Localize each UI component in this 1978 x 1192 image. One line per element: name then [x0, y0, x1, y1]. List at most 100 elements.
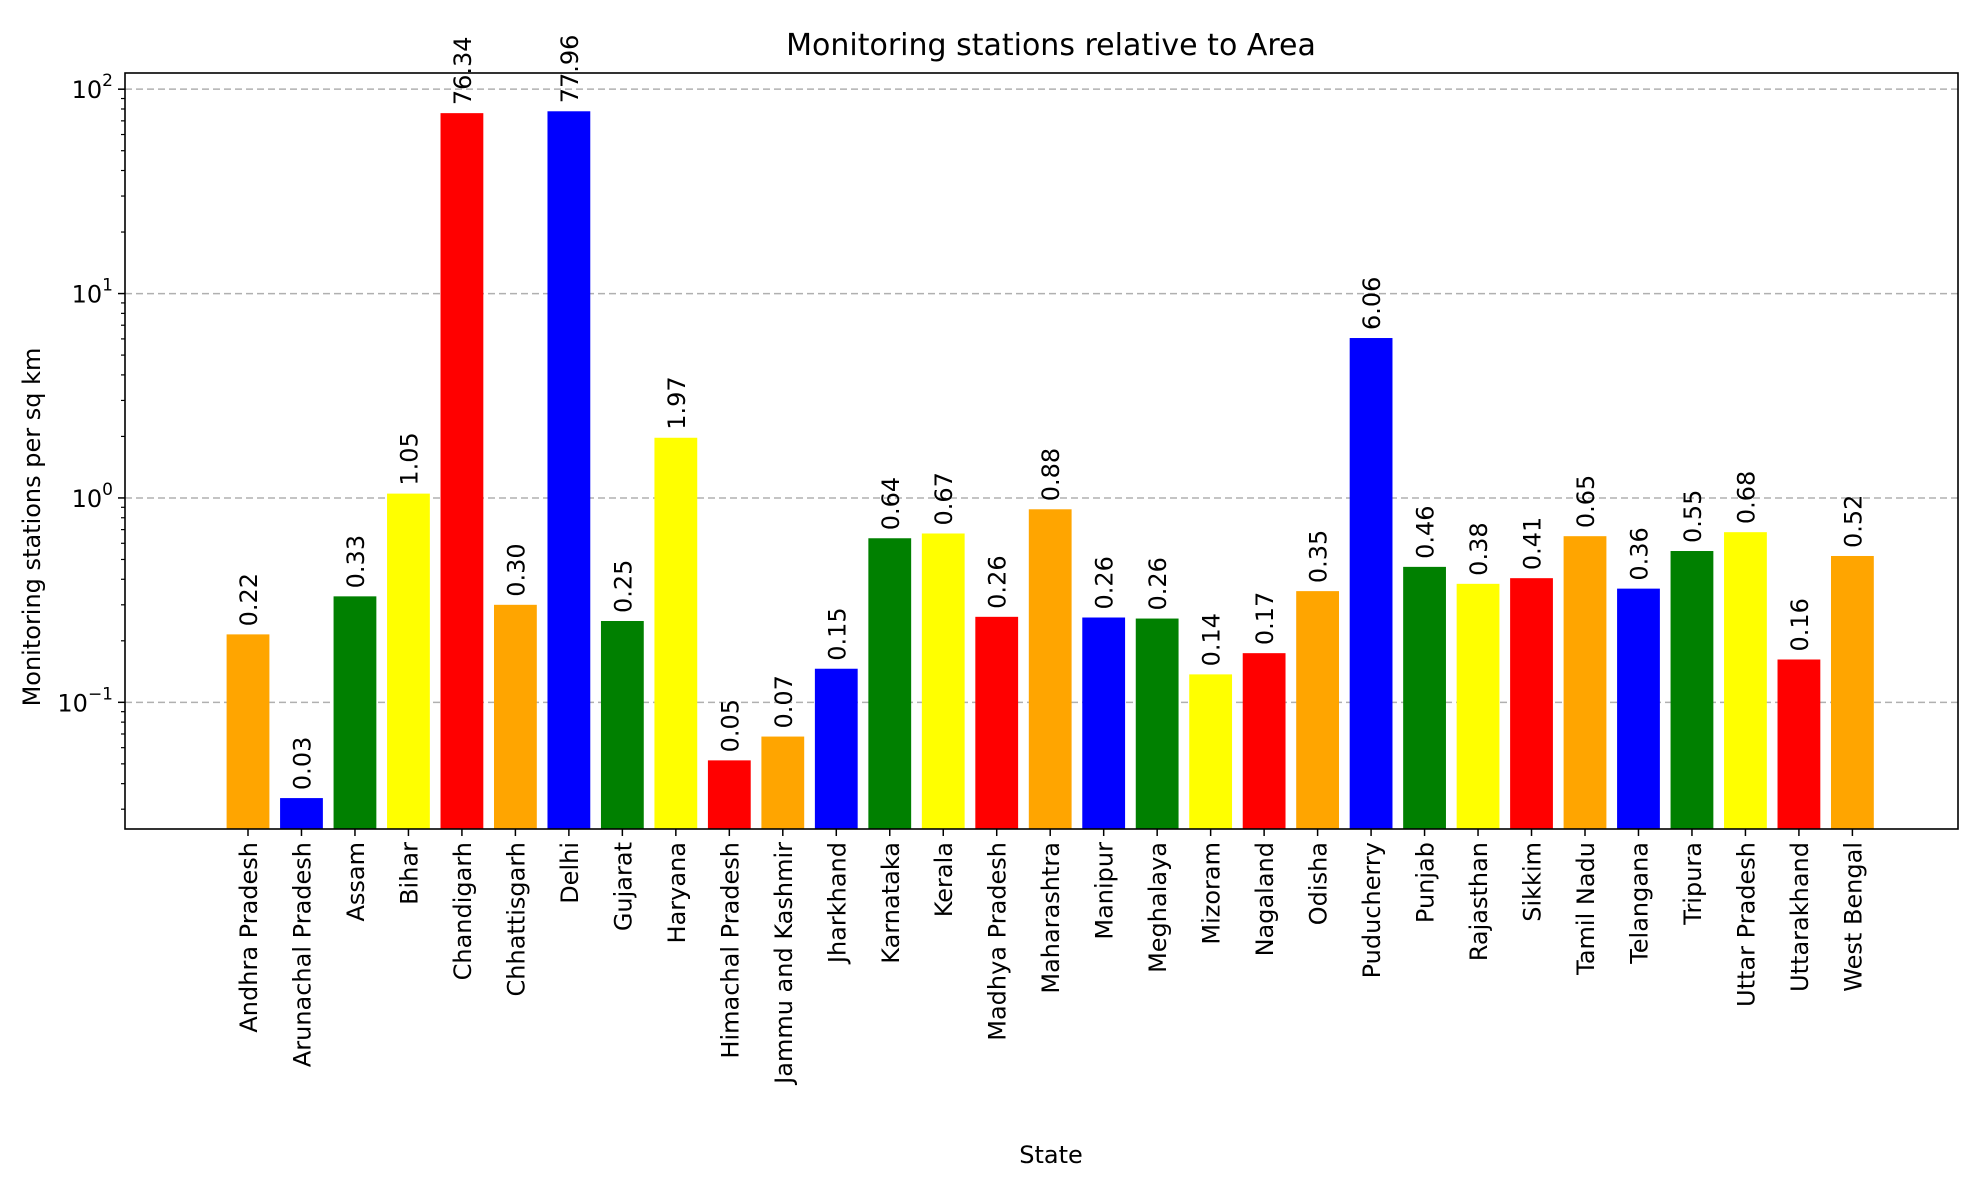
y-tick-label: 101	[72, 276, 113, 309]
bar	[1349, 338, 1393, 829]
x-tick-label: Andhra Pradesh	[235, 842, 263, 1033]
x-tick-label: Puducherry	[1358, 842, 1386, 978]
x-tick-label: Mizoram	[1198, 842, 1226, 945]
data-label: 0.14	[1198, 613, 1226, 666]
bar	[1296, 591, 1339, 829]
data-label: 0.30	[502, 543, 530, 596]
bar	[761, 736, 805, 829]
bar	[654, 437, 698, 829]
x-tick-label: Bihar	[395, 842, 423, 905]
data-label: 1.97	[663, 376, 691, 429]
bar	[1617, 588, 1660, 829]
chart-title: Monitoring stations relative to Area	[786, 28, 1316, 63]
x-tick-label: West Bengal	[1839, 842, 1867, 992]
data-label: 77.96	[556, 35, 584, 104]
bar	[1028, 509, 1072, 829]
data-label: 0.36	[1625, 527, 1653, 580]
data-label: 0.38	[1465, 522, 1493, 575]
bar	[1189, 674, 1233, 829]
bar	[547, 111, 591, 829]
bar	[1724, 532, 1767, 829]
data-label: 0.55	[1679, 490, 1707, 543]
bar	[1082, 617, 1126, 829]
data-label: 0.52	[1839, 495, 1867, 548]
data-label: 0.25	[609, 560, 637, 613]
x-tick-label: Maharashtra	[1037, 842, 1065, 994]
bar	[1456, 583, 1500, 829]
x-tick-label: Chandigarh	[449, 842, 477, 980]
x-tick-label: Uttarakhand	[1786, 842, 1814, 992]
y-tick-exponent: 2	[102, 71, 113, 91]
data-label: 0.65	[1572, 475, 1600, 528]
x-tick-label: Arunachal Pradesh	[288, 842, 316, 1067]
bar	[1510, 578, 1553, 829]
data-label: 0.07	[770, 675, 798, 728]
data-label: 76.34	[449, 36, 477, 105]
data-label: 0.88	[1037, 448, 1065, 501]
data-label: 0.03	[288, 737, 316, 790]
x-tick-label: Jharkhand	[823, 842, 851, 965]
x-tick-label: Sikkim	[1519, 842, 1547, 922]
bar	[707, 760, 751, 829]
x-tick-label: Rajasthan	[1465, 842, 1493, 961]
plot-area-frame	[124, 72, 1959, 830]
x-tick-label: Kerala	[930, 842, 958, 917]
x-tick-label: Madhya Pradesh	[984, 842, 1012, 1041]
x-tick-label: Odisha	[1305, 842, 1333, 925]
y-tick-base: 10	[57, 689, 88, 717]
bar	[1242, 653, 1286, 829]
x-tick-label: Manipur	[1091, 842, 1119, 940]
bar	[226, 634, 270, 829]
y-tick-label: 100	[72, 480, 113, 513]
x-tick-label: Karnataka	[877, 842, 905, 964]
data-label: 0.22	[235, 573, 263, 626]
data-label: 0.67	[930, 472, 958, 525]
y-tick-label: 102	[72, 71, 113, 104]
bar	[440, 113, 484, 829]
x-axis-label: State	[1019, 1141, 1083, 1169]
data-label: 6.06	[1358, 277, 1386, 330]
data-label: 0.26	[1144, 557, 1172, 610]
data-label: 0.17	[1251, 592, 1279, 645]
bar	[1670, 551, 1714, 829]
bar	[868, 538, 912, 829]
x-tick-label: Tamil Nadu	[1572, 842, 1600, 976]
data-label: 0.16	[1786, 598, 1814, 651]
y-tick-exponent: 1	[102, 276, 113, 296]
bar	[280, 798, 323, 829]
bar	[814, 668, 858, 829]
x-tick-label: Nagaland	[1251, 842, 1279, 956]
bar	[975, 616, 1019, 829]
bar	[1135, 618, 1179, 829]
x-tick-label: Jammu and Kashmir	[770, 842, 798, 1086]
data-label: 0.26	[1091, 556, 1119, 609]
data-label: 0.41	[1519, 517, 1547, 570]
bar	[1403, 566, 1446, 829]
bar	[333, 596, 377, 829]
data-label: 0.64	[877, 477, 905, 530]
y-tick-base: 10	[72, 76, 103, 104]
data-label: 1.05	[395, 432, 423, 485]
x-tick-label: Uttar Pradesh	[1732, 842, 1760, 1007]
data-label: 0.05	[716, 699, 744, 752]
bar	[1831, 555, 1874, 829]
data-label: 0.15	[823, 607, 851, 660]
x-tick-label: Delhi	[556, 842, 584, 904]
y-tick-base: 10	[72, 485, 103, 513]
data-label: 0.46	[1412, 505, 1440, 558]
data-label: 0.68	[1732, 471, 1760, 524]
bar	[387, 493, 430, 829]
y-tick-base: 10	[72, 281, 103, 309]
bar	[921, 533, 965, 829]
bar	[1777, 659, 1821, 829]
x-tick-label: Assam	[342, 842, 370, 922]
x-tick-label: Haryana	[663, 842, 691, 943]
bar	[600, 620, 644, 829]
y-tick-label: 10−1	[57, 684, 113, 717]
x-tick-label: Tripura	[1679, 842, 1707, 926]
x-tick-label: Himachal Pradesh	[716, 842, 744, 1059]
bars	[226, 111, 1874, 829]
